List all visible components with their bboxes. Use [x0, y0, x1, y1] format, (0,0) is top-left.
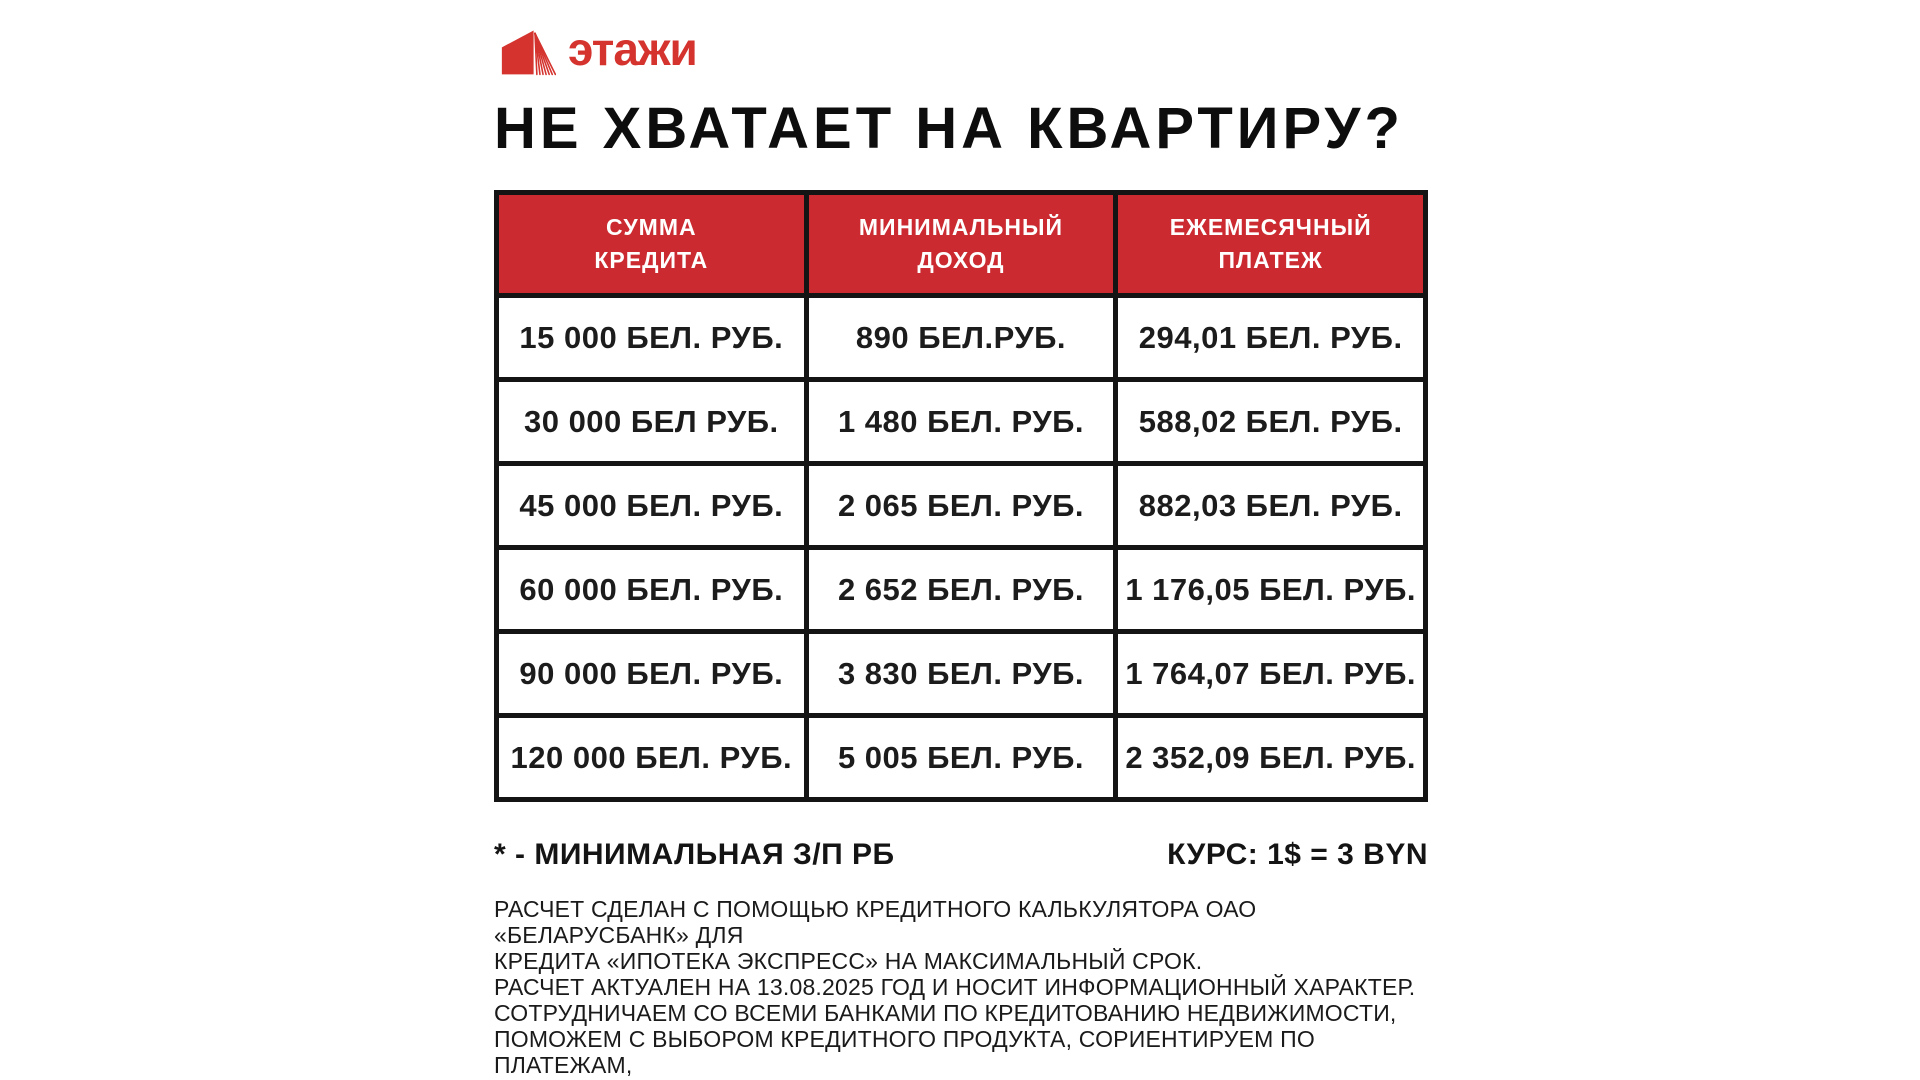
house-fan-icon [500, 27, 556, 77]
content-column: этажи НЕ ХВАТАЕТ НА КВАРТИРУ? СУММА КРЕД… [494, 0, 1428, 1080]
header-line: ЕЖЕМЕСЯЧНЫЙ [1169, 213, 1372, 240]
table-cell: 3 830 БЕЛ. РУБ. [803, 629, 1119, 718]
page-title: НЕ ХВАТАЕТ НА КВАРТИРУ? [494, 96, 1404, 161]
table-row: 15 000 БЕЛ. РУБ. 890 БЕЛ.РУБ. 294,01 БЕЛ… [494, 293, 1428, 382]
header-line: ПЛАТЕЖ [1218, 247, 1323, 273]
table-row: 45 000 БЕЛ. РУБ. 2 065 БЕЛ. РУБ. 882,03 … [494, 461, 1428, 550]
disclaimer-line: ПОМОЖЕМ С ВЫБОРОМ КРЕДИТНОГО ПРОДУКТА, С… [494, 1026, 1315, 1078]
table-row: 120 000 БЕЛ. РУБ. 5 005 БЕЛ. РУБ. 2 352,… [494, 713, 1428, 802]
table-cell: 60 000 БЕЛ. РУБ. [494, 545, 809, 634]
disclaimer-line: УСЛОВИЯМ, [494, 1078, 1454, 1080]
table-cell: 1 480 БЕЛ. РУБ. [803, 377, 1119, 466]
notes-row: * - МИНИМАЛЬНАЯ З/П РБ КУРС: 1$ = 3 BYN [494, 838, 1428, 872]
disclaimer-line: КРЕДИТА «ИПОТЕКА ЭКСПРЕСС» НА МАКСИМАЛЬН… [494, 948, 1203, 974]
footnote-min-salary: * - МИНИМАЛЬНАЯ З/П РБ [494, 838, 895, 871]
table-row: 90 000 БЕЛ. РУБ. 3 830 БЕЛ. РУБ. 1 764,0… [494, 629, 1428, 718]
table-row: 60 000 БЕЛ. РУБ. 2 652 БЕЛ. РУБ. 1 176,0… [494, 545, 1428, 634]
table-cell: 5 005 БЕЛ. РУБ. [803, 713, 1119, 802]
table-cell: 15 000 БЕЛ. РУБ. [494, 293, 809, 382]
table-header-row: СУММА КРЕДИТА МИНИМАЛЬНЫЙ ДОХОД ЕЖЕМЕСЯЧ… [494, 190, 1428, 298]
table-row: 30 000 БЕЛ РУБ. 1 480 БЕЛ. РУБ. 588,02 Б… [494, 377, 1428, 466]
table-cell: 2 352,09 БЕЛ. РУБ. [1113, 713, 1428, 802]
table-cell: 2 065 БЕЛ. РУБ. [803, 461, 1119, 550]
table-cell: 90 000 БЕЛ. РУБ. [494, 629, 809, 718]
table-cell: 890 БЕЛ.РУБ. [803, 293, 1119, 382]
table-cell: 1 176,05 БЕЛ. РУБ. [1113, 545, 1428, 634]
table-cell: 882,03 БЕЛ. РУБ. [1113, 461, 1428, 550]
header-line: ДОХОД [917, 247, 1005, 273]
credit-table: СУММА КРЕДИТА МИНИМАЛЬНЫЙ ДОХОД ЕЖЕМЕСЯЧ… [494, 190, 1428, 802]
disclaimer-line: РАСЧЕТ СДЕЛАН С ПОМОЩЬЮ КРЕДИТНОГО КАЛЬК… [494, 896, 1257, 948]
disclaimer-line: СОТРУДНИЧАЕМ СО ВСЕМИ БАНКАМИ ПО КРЕДИТО… [494, 1000, 1397, 1026]
table-cell: 1 764,07 БЕЛ. РУБ. [1113, 629, 1428, 718]
disclaimer: РАСЧЕТ СДЕЛАН С ПОМОЩЬЮ КРЕДИТНОГО КАЛЬК… [494, 896, 1454, 1080]
header-cell-credit-sum: СУММА КРЕДИТА [494, 190, 809, 298]
table-cell: 45 000 БЕЛ. РУБ. [494, 461, 809, 550]
header-cell-monthly-payment: ЕЖЕМЕСЯЧНЫЙ ПЛАТЕЖ [1113, 190, 1428, 298]
disclaimer-line: РАСЧЕТ АКТУАЛЕН НА 13.08.2025 ГОД И НОСИ… [494, 974, 1416, 1000]
brand-name: этажи [568, 23, 698, 75]
exchange-rate-note: КУРС: 1$ = 3 BYN [1167, 838, 1428, 871]
table-cell: 2 652 БЕЛ. РУБ. [803, 545, 1119, 634]
table-cell: 294,01 БЕЛ. РУБ. [1113, 293, 1428, 382]
header-line: СУММА [606, 213, 697, 240]
table-cell: 120 000 БЕЛ. РУБ. [494, 713, 809, 802]
table-cell: 588,02 БЕЛ. РУБ. [1113, 377, 1428, 466]
header-cell-min-income: МИНИМАЛЬНЫЙ ДОХОД [803, 190, 1119, 298]
table-cell: 30 000 БЕЛ РУБ. [494, 377, 809, 466]
brand-logo: этажи [500, 26, 1428, 78]
header-line: МИНИМАЛЬНЫЙ [858, 213, 1064, 240]
header-line: КРЕДИТА [594, 247, 709, 273]
